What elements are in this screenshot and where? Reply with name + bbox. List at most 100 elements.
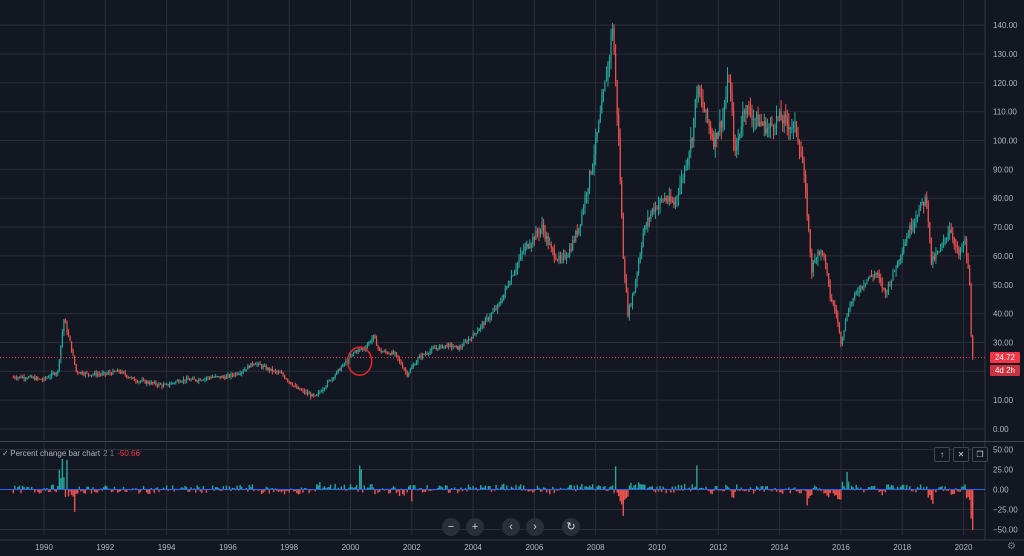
percent-change-bar: [420, 487, 422, 490]
candle-body: [187, 378, 189, 380]
percent-change-bar: [677, 484, 680, 490]
candle-body: [253, 363, 255, 365]
candle-body: [484, 318, 486, 325]
percent-change-bar: [840, 489, 842, 500]
candle-body: [205, 378, 208, 379]
percent-change-bar: [60, 478, 62, 490]
percent-change-bar: [808, 489, 810, 499]
percent-change-bar: [314, 489, 316, 492]
candle-body: [821, 250, 824, 254]
candle-body: [835, 309, 837, 315]
candle-body: [457, 345, 459, 350]
candle-body: [296, 385, 298, 389]
percent-change-bar: [860, 487, 862, 490]
candle-body: [331, 378, 333, 381]
indicator-name: Percent change bar chart: [10, 449, 101, 458]
candle-body: [138, 381, 140, 383]
percent-change-bar: [237, 489, 240, 491]
candle-body: [855, 292, 857, 294]
candle-body: [828, 273, 830, 284]
percent-change-bar: [922, 487, 925, 490]
percent-change-bar: [77, 489, 79, 494]
percent-change-bar: [552, 486, 554, 490]
candle-body: [869, 275, 871, 279]
percent-change-bar: [230, 489, 232, 492]
percent-change-bar: [870, 486, 873, 490]
candle-body: [466, 341, 468, 343]
candle-body: [392, 351, 395, 354]
percent-change-bar: [518, 486, 520, 490]
percent-change-bar: [630, 482, 632, 490]
candle-body: [441, 345, 444, 349]
candle-body: [63, 319, 65, 333]
candle-body: [805, 175, 807, 192]
gear-icon[interactable]: ⚙: [1007, 541, 1016, 552]
candle-body: [647, 218, 649, 226]
candle-body: [170, 383, 172, 385]
candle-body: [680, 177, 683, 186]
percent-change-bar: [605, 489, 608, 491]
candle-body: [362, 348, 364, 350]
percent-change-bar: [809, 489, 811, 496]
close-icon[interactable]: ✕: [953, 447, 969, 462]
candle-body: [851, 302, 853, 305]
candle-body: [789, 127, 791, 130]
candle-body: [58, 360, 60, 371]
percent-change-bar: [188, 489, 191, 492]
candle-body: [562, 254, 565, 257]
percent-change-bar: [971, 489, 974, 531]
reset-chart-button[interactable]: ↻: [562, 518, 580, 536]
indicator-y-tick-label: −25.00: [993, 506, 1018, 515]
candle-body: [152, 382, 154, 384]
candle-body: [625, 278, 627, 293]
percent-change-bar: [57, 485, 59, 490]
percent-change-bar: [709, 489, 712, 494]
percent-change-bar: [444, 485, 447, 490]
percent-change-bar: [288, 489, 290, 493]
chevron-down-icon[interactable]: ✓: [2, 449, 9, 458]
candle-body: [699, 86, 701, 96]
candle-body: [907, 235, 909, 238]
candle-body: [349, 355, 352, 357]
candle-body: [676, 196, 678, 199]
candle-body: [820, 250, 822, 255]
percent-change-bar: [970, 489, 972, 519]
candle-body: [383, 351, 385, 352]
percent-change-bar: [662, 486, 664, 490]
percent-change-bar: [628, 485, 631, 490]
zoom-out-button[interactable]: −: [442, 518, 460, 536]
percent-change-bar: [282, 489, 284, 491]
y-tick-label: 30.00: [993, 338, 1014, 347]
move-up-icon[interactable]: ↑: [934, 447, 950, 462]
candle-body: [837, 314, 839, 323]
candle-body: [569, 249, 571, 256]
candle-body: [785, 115, 787, 118]
percent-change-bar: [910, 489, 913, 491]
percent-change-bar: [54, 489, 56, 492]
maximize-icon[interactable]: ❐: [972, 447, 988, 462]
candle-body: [729, 81, 732, 94]
candle-body: [211, 377, 214, 379]
percent-change-bar: [614, 466, 617, 490]
percent-change-bar: [752, 489, 755, 494]
percent-change-bar: [576, 484, 579, 490]
candle-body: [962, 243, 965, 249]
indicator-legend[interactable]: ✓ Percent change bar chart 2 1 -50.66: [2, 448, 140, 460]
candle-body: [130, 377, 132, 379]
candle-body: [763, 121, 765, 126]
candle-body: [316, 394, 318, 396]
percent-change-bar: [617, 489, 620, 497]
candle-body: [310, 393, 312, 397]
candle-body: [846, 316, 848, 321]
scroll-right-button[interactable]: ›: [526, 518, 544, 536]
candle-body: [277, 372, 280, 373]
candle-body: [143, 380, 145, 381]
candle-body: [768, 127, 770, 129]
candle-body: [477, 330, 479, 334]
candle-body: [326, 381, 329, 386]
scroll-left-button[interactable]: ‹: [502, 518, 520, 536]
candle-body: [136, 381, 139, 383]
zoom-in-button[interactable]: +: [466, 518, 484, 536]
candle-body: [748, 105, 750, 108]
